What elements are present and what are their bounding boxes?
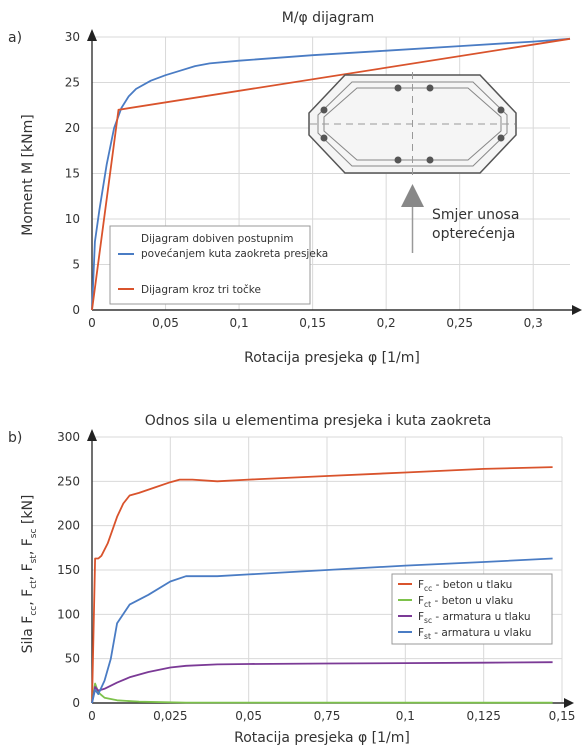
chart-b-xtick-label: 0,75 xyxy=(314,709,341,723)
chart-b-series-line-2 xyxy=(91,682,553,704)
rebar-top-right xyxy=(426,84,434,92)
chart-a-xtick-label: 0,05 xyxy=(152,316,179,330)
rebar-right-top xyxy=(497,106,505,114)
section-stirrup xyxy=(317,81,508,167)
chart-b-xlabel: Rotacija presjeka φ [1/m] xyxy=(234,730,410,746)
chart-b-legend: Fcc - beton u tlaku Fct - beton u vlaku … xyxy=(391,573,553,645)
chart-b-ylabel: Sila Fcc, Fct, Fst, Fsc [kN] xyxy=(20,495,39,654)
rebar-bottom-left xyxy=(394,156,402,164)
chart-a-title: M/φ dijagram xyxy=(282,10,375,26)
chart-b-series-line-4 xyxy=(91,557,553,704)
chart-b-xtick-label: 0,05 xyxy=(235,709,262,723)
panel-label-a: a) xyxy=(8,30,22,46)
load-direction-text-2: opterećenja xyxy=(432,226,515,242)
chart-a-xtick-label: 0,25 xyxy=(446,316,473,330)
chart-b-xtick-label: 0,15 xyxy=(549,709,576,723)
chart-b-y-arrow xyxy=(87,429,97,441)
chart-b: b) Odnos sila u elementima presjeka i ku… xyxy=(8,413,575,746)
load-arrow-head xyxy=(401,184,424,207)
rebar-right-bottom xyxy=(497,134,505,142)
chart-b-legend-box xyxy=(391,573,553,645)
chart-b-series-line-1 xyxy=(91,466,553,704)
chart-a-ytick-label: 5 xyxy=(72,258,80,272)
chart-b-grid xyxy=(87,429,574,708)
chart-a-y-arrow xyxy=(87,29,97,41)
chart-a: a) M/φ dijagram Rotacija presjeka φ [1/m… xyxy=(8,10,582,366)
chart-b-ytick-label: 250 xyxy=(57,474,80,488)
chart-b-ytick-label: 300 xyxy=(57,430,80,444)
rebar-top-left xyxy=(394,84,402,92)
chart-a-ticks: 0 0,05 0,1 0,15 0,2 0,25 0,3 0 5 10 15 20 25 30 xyxy=(65,30,543,330)
chart-a-xtick-label: 0,15 xyxy=(299,316,326,330)
cross-section-diagram: Smjer unosa opterećenja xyxy=(308,72,519,253)
chart-a-ytick-label: 15 xyxy=(65,167,80,181)
chart-a-ytick-label: 25 xyxy=(65,76,80,90)
chart-a-xtick-label: 0,1 xyxy=(230,316,249,330)
chart-a-ytick-label: 10 xyxy=(65,212,80,226)
chart-a-x-arrow xyxy=(572,305,582,315)
chart-a-series xyxy=(91,37,571,311)
chart-a-ytick-label: 0 xyxy=(72,303,80,317)
legend-a-label-1: Dijagram dobiven postupnim povećanjem ku… xyxy=(141,233,328,260)
legend-b-label-3: Fsc - armatura u tlaku xyxy=(418,611,531,625)
chart-a-legend-box xyxy=(109,225,311,305)
chart-b-title: Odnos sila u elementima presjeka i kuta … xyxy=(145,413,492,429)
rebar-left-bottom xyxy=(320,134,328,142)
chart-b-xtick-label: 0,125 xyxy=(466,709,500,723)
chart-a-ylabel: Moment M [kNm] xyxy=(20,114,36,235)
chart-a-xtick-label: 0,2 xyxy=(377,316,396,330)
chart-b-ytick-label: 50 xyxy=(65,652,80,666)
chart-b-series xyxy=(91,466,553,704)
chart-b-ticks: 0 0,025 0,05 0,75 0,1 0,125 0,15 0 50 100 150 200 25… xyxy=(57,430,575,723)
chart-a-legend: Dijagram dobiven postupnim povećanjem ku… xyxy=(109,225,328,305)
rebar-bottom-right xyxy=(426,156,434,164)
load-direction-text-1: Smjer unosa xyxy=(432,207,519,223)
legend-b-label-1: Fcc - beton u tlaku xyxy=(418,579,512,593)
chart-a-xtick-label: 0,3 xyxy=(524,316,543,330)
rebar-left-top xyxy=(320,106,328,114)
legend-b-label-2: Fct - beton u vlaku xyxy=(418,595,513,609)
section-stirrup-inner xyxy=(323,87,502,161)
chart-b-xtick-label: 0,1 xyxy=(396,709,415,723)
chart-b-xtick-label: 0 xyxy=(88,709,96,723)
chart-b-xtick-label: 0,025 xyxy=(153,709,187,723)
panel-label-b: b) xyxy=(8,430,22,446)
chart-a-ytick-label: 20 xyxy=(65,121,80,135)
chart-b-x-arrow xyxy=(564,698,574,708)
chart-b-ytick-label: 0 xyxy=(72,696,80,710)
legend-a-label-2: Dijagram kroz tri točke xyxy=(141,284,261,296)
chart-b-ytick-label: 150 xyxy=(57,563,80,577)
legend-b-label-4: Fst - armatura u vlaku xyxy=(418,627,531,641)
chart-a-series-line-2 xyxy=(91,37,571,311)
chart-a-series-line-1 xyxy=(91,37,571,311)
chart-b-ytick-label: 200 xyxy=(57,519,80,533)
chart-a-xlabel: Rotacija presjeka φ [1/m] xyxy=(244,350,420,366)
chart-a-xtick-label: 0 xyxy=(88,316,96,330)
chart-a-ytick-label: 30 xyxy=(65,30,80,44)
chart-b-ytick-label: 100 xyxy=(57,607,80,621)
